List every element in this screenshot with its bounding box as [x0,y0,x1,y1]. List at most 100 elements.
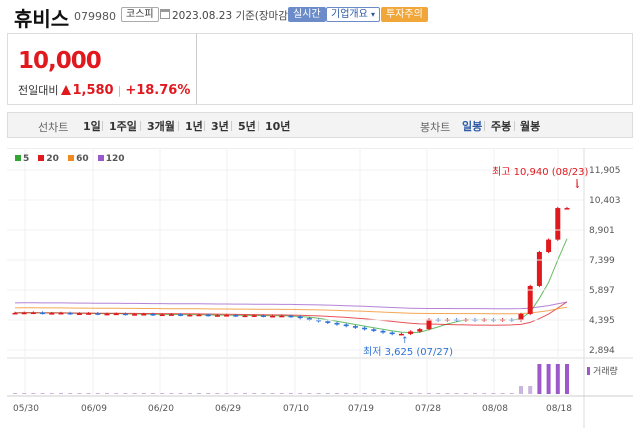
volume-bar [141,393,146,394]
ma-line [14,306,568,315]
candle-body [288,315,294,318]
current-price: 10,000 [18,48,102,74]
candle-body [21,312,27,315]
volume-bar [224,393,229,394]
line-chart-label: 선차트 [38,121,69,134]
candle-body [518,313,524,321]
volume-bar [59,393,63,394]
volume-bar [390,393,395,394]
candlestick-chart: 11,905 10,403 8,901 7,399 5,897 4,395 2,894 05… [7,147,633,428]
y-tick-label: 5,897 [589,286,615,296]
volume-bar [187,393,192,394]
volume-bar [344,393,349,394]
legend-ma20: 20 [46,154,59,164]
stock-header: 휴비스 079980 코스피 2023.08.23 기준(장마감) 실시간 기업… [0,0,640,32]
realtime-button[interactable]: 실시간 [288,7,326,22]
company-overview-dropdown[interactable]: 기업개요 ▾ [326,7,381,22]
candle-body [325,321,331,323]
volume-bar [243,393,247,394]
high-annotation: 최고 10,940 (08/23) [492,166,588,178]
volume-bar [519,386,523,394]
tab-5year[interactable]: 5년 [238,120,256,133]
volume-bar [252,393,257,394]
volume-label: 거래량 [593,365,618,377]
volume-bar [95,393,100,394]
price-chart: 5 20 60 120 11,905 10,403 8,901 7,399 5,897 4… [7,147,633,428]
up-triangle-icon [61,85,72,95]
volume-bar [408,393,413,394]
volume-bar [261,393,266,394]
candle-body [196,314,202,317]
volume-bar [123,393,128,394]
volume-bar [555,364,560,394]
tab-daily[interactable]: 일봉 [462,120,483,133]
volume-bar [105,393,109,394]
candle-body [224,315,230,317]
candle-body [159,314,165,317]
volume-bar [270,393,275,394]
candle-body [30,312,36,315]
tab-10year[interactable]: 10년 [265,120,291,133]
tab-weekly[interactable]: 주봉 [491,120,512,133]
volume-bar [482,393,487,394]
y-tick-label: 11,905 [589,166,621,176]
ma-line [14,301,568,310]
volume-bar [298,393,303,394]
candle-body [306,318,312,320]
volume-bar [169,393,174,394]
volume-bar [316,393,321,394]
x-tick-label: 06/09 [81,404,107,414]
x-tick-label: 06/20 [148,404,174,414]
volume-bar [132,393,137,394]
candle-body [398,333,404,336]
volume-bar [546,364,551,394]
candle-body [546,239,552,252]
stock-code: 079980 [74,10,116,23]
change-value: 1,580 [72,83,114,98]
candle-body [58,312,64,315]
volume-bar [491,393,496,394]
candle-body [362,327,368,330]
price-panel: 10,000 전일대비 1,580 | +18.76% [7,33,197,105]
tab-3year[interactable]: 3년 [211,120,229,133]
candle-body [527,285,533,314]
legend-ma120: 120 [105,154,125,164]
volume-bar [22,393,27,394]
candle-body [389,332,395,335]
low-annotation: 최저 3,625 (07/27) [363,346,453,358]
calendar-icon [160,9,170,19]
x-tick-label: 07/28 [415,404,441,414]
volume-bar [178,393,183,394]
volume-bar [197,393,201,394]
y-tick-label: 10,403 [589,196,621,206]
candle-body [343,324,349,327]
candle-body [270,315,276,318]
candle-chart-label: 봉차트 [420,121,451,134]
candle-body [104,313,110,316]
candle-body [150,314,156,316]
candle-body [279,315,285,318]
chart-period-tabs: 선차트 1일 1주일 3개월 1년 3년 5년 10년 봉차트 일봉 주봉 월봉 [7,112,633,138]
volume-bar [445,393,450,394]
tab-1week[interactable]: 1주일 [109,120,137,133]
volume-bar [436,393,441,394]
low-arrow-icon: ↑ [401,336,409,346]
volume-bar [371,393,376,394]
volume-bar [528,386,533,394]
tab-1year[interactable]: 1년 [185,120,203,133]
candle-body [233,315,239,317]
tab-3month[interactable]: 3개월 [147,120,175,133]
volume-bar [500,393,505,394]
volume-bar [381,393,385,394]
candle-body [86,313,92,315]
change-percent: +18.76% [125,83,191,98]
x-tick-label: 05/30 [13,404,39,414]
volume-bar [362,393,367,394]
tab-monthly[interactable]: 월봉 [520,120,541,133]
volume-bar [427,393,431,394]
x-tick-label: 08/18 [546,404,572,414]
tab-1day[interactable]: 1일 [83,120,101,133]
candle-body [555,208,561,240]
volume-bar [206,393,211,394]
candle-body [417,329,423,332]
